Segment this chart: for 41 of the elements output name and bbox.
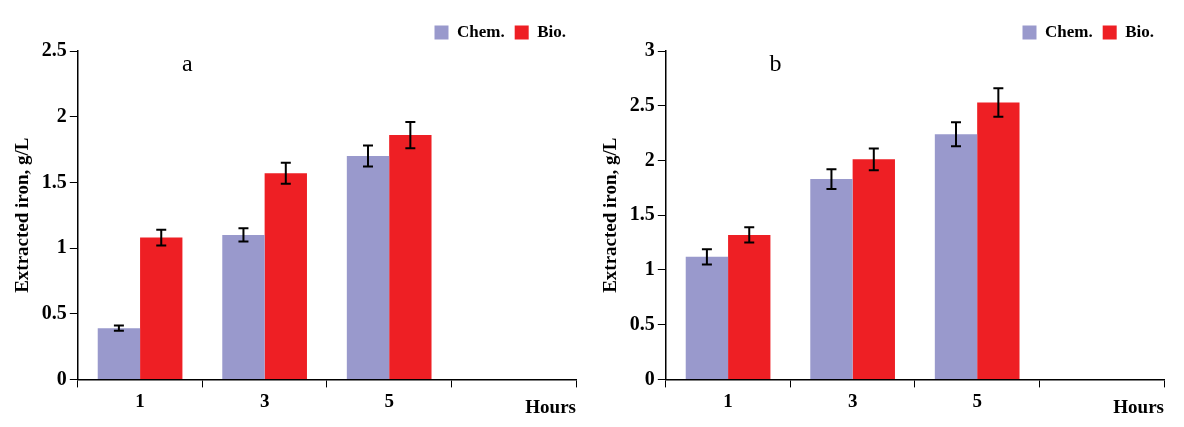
y-tick-label: 0 bbox=[644, 366, 655, 389]
x-tick-label: 5 bbox=[972, 389, 982, 411]
y-axis-title: Extracted iron, g/L bbox=[11, 137, 33, 293]
bar bbox=[97, 328, 141, 379]
x-tick-label: 1 bbox=[723, 389, 733, 411]
bar bbox=[810, 179, 853, 379]
bar bbox=[728, 234, 771, 379]
annotation: a bbox=[182, 50, 194, 77]
y-tick-label: 0 bbox=[56, 366, 67, 389]
y-axis-title: Extracted iron, g/L bbox=[599, 137, 621, 293]
bar bbox=[264, 173, 307, 379]
y-tick-label: 1.5 bbox=[629, 202, 655, 225]
x-tick-label: 3 bbox=[847, 389, 858, 411]
bar bbox=[140, 237, 183, 379]
y-tick-label: 0.5 bbox=[629, 311, 655, 334]
y-tick-label: 1 bbox=[644, 257, 655, 280]
y-tick-label: 1.5 bbox=[41, 169, 67, 192]
x-axis-title: Hours bbox=[1113, 395, 1164, 417]
y-tick-label: 0.5 bbox=[41, 300, 67, 323]
x-tick-label: 3 bbox=[259, 389, 270, 411]
bar bbox=[685, 256, 729, 379]
y-tick-label: 2.5 bbox=[629, 92, 655, 115]
legend-label: Chem. bbox=[457, 21, 505, 41]
x-tick-label: 1 bbox=[135, 389, 145, 411]
bar bbox=[934, 134, 978, 379]
y-tick-label: 1 bbox=[56, 235, 67, 258]
x-tick-label: 5 bbox=[384, 389, 394, 411]
x-axis-title: Hours bbox=[525, 395, 576, 417]
y-tick-label: 2 bbox=[644, 147, 655, 170]
bar bbox=[346, 156, 390, 379]
legend-label: Bio. bbox=[537, 21, 566, 41]
bar bbox=[852, 159, 895, 379]
y-tick-label: 2 bbox=[56, 103, 67, 126]
legend-label: Chem. bbox=[1045, 21, 1093, 41]
y-tick-label: 3 bbox=[644, 38, 655, 61]
bar bbox=[222, 234, 265, 379]
annotation: b bbox=[769, 50, 782, 77]
legend-label: Bio. bbox=[1125, 21, 1154, 41]
bar bbox=[389, 135, 432, 379]
y-tick-label: 2.5 bbox=[41, 38, 67, 61]
bar bbox=[977, 102, 1020, 379]
